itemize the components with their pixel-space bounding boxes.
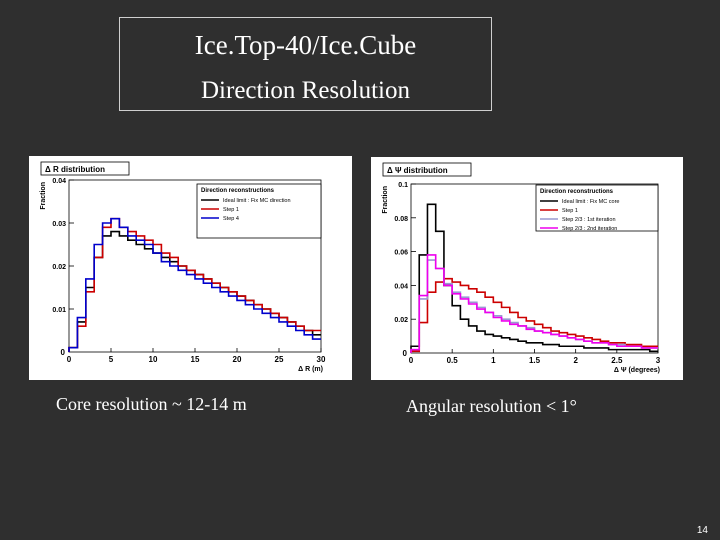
legend-box: [196, 183, 322, 239]
y-tick-label: 0.02: [394, 317, 408, 324]
x-tick-label: 5: [109, 355, 114, 364]
chart-title-box: [382, 162, 472, 177]
series-line-0: [68, 230, 321, 352]
delta-r-chart: Δ R distribution 0 5 10 15 20 25 30 0 0.01 0.02 0.0…: [40, 161, 326, 373]
y-tick-label: 0.02: [52, 264, 66, 271]
y-tick-label: 0.08: [394, 216, 408, 223]
x-tick-label: 15: [191, 355, 200, 364]
x-tick-label: 3: [656, 356, 661, 365]
title-box: Ice.Top-40/Ice.Cube Direction Resolution: [119, 17, 492, 111]
y-tick-label: 0.06: [394, 250, 408, 257]
x-tick-label: 30: [317, 355, 326, 364]
series-line-0: [410, 203, 658, 353]
slide-subtitle: Direction Resolution: [201, 77, 410, 104]
core-resolution-caption: Core resolution ~ 12-14 m: [56, 394, 247, 414]
series-line-2: [410, 259, 658, 353]
x-axis-label: Δ R (m): [298, 366, 323, 373]
legend-entry: Step 4: [223, 216, 239, 222]
x-tick-label: 1: [491, 356, 496, 365]
angular-resolution-caption: Angular resolution < 1°: [406, 396, 577, 416]
x-tick-label: 2.5: [611, 356, 623, 365]
y-tick-label: 0.03: [52, 221, 66, 228]
x-axis-label: Δ Ψ (degrees): [614, 367, 660, 374]
x-tick-label: 20: [233, 355, 242, 364]
y-axis-label: Fraction: [40, 182, 47, 210]
legend-entry: Ideal limit : Fix MC direction: [223, 198, 291, 204]
series-line-2: [68, 217, 321, 352]
x-tick-label: 25: [275, 355, 284, 364]
y-tick-label: 0: [61, 348, 66, 357]
x-tick-label: 1.5: [529, 356, 541, 365]
y-tick-label: 0.01: [52, 307, 66, 314]
x-tick-label: 0.5: [447, 356, 459, 365]
y-tick-label: 0.1: [398, 182, 408, 189]
legend-entry: Step 1: [223, 207, 239, 213]
delta-r-chart-panel: Δ R distribution 0 5 10 15 20 25 30 0 0.01 0.02 0.0…: [29, 156, 352, 380]
page-number: 14: [696, 525, 708, 536]
chart-title: Δ Ψ distribution: [387, 166, 448, 175]
chart-title: Δ R distribution: [45, 165, 105, 174]
y-tick-label: 0: [403, 349, 408, 358]
delta-psi-chart-panel: Δ Ψ distribution 0 0.5 1 1.5 2 2.5 3 0 0.02 0.04 0.…: [371, 157, 683, 380]
x-tick-label: 2: [573, 356, 578, 365]
legend-title: Direction reconstructions: [201, 188, 275, 194]
y-tick-label: 0.04: [52, 178, 66, 185]
x-tick-label: 0: [409, 356, 414, 365]
legend-entry: Step 1: [562, 208, 578, 214]
legend-entry: Ideal limit : Fix MC core: [562, 199, 619, 205]
y-tick-label: 0.04: [394, 283, 408, 290]
delta-psi-chart: Δ Ψ distribution 0 0.5 1 1.5 2 2.5 3 0 0.02 0.04 0.…: [382, 162, 661, 374]
y-axis-label: Fraction: [382, 186, 389, 214]
legend-box: [535, 184, 659, 232]
legend-title: Direction reconstructions: [540, 189, 614, 195]
slide-title: Ice.Top-40/Ice.Cube: [194, 30, 417, 60]
series-line-3: [410, 254, 658, 353]
legend-entry: Step 2/3 : 1st iteration: [562, 217, 616, 223]
legend-entry: Step 2/3 : 2nd iteration: [562, 226, 617, 232]
series-line-1: [68, 217, 321, 352]
chart-title-box: [40, 161, 130, 176]
series-line-1: [410, 277, 658, 353]
x-tick-label: 10: [149, 355, 158, 364]
x-tick-label: 0: [67, 355, 72, 364]
